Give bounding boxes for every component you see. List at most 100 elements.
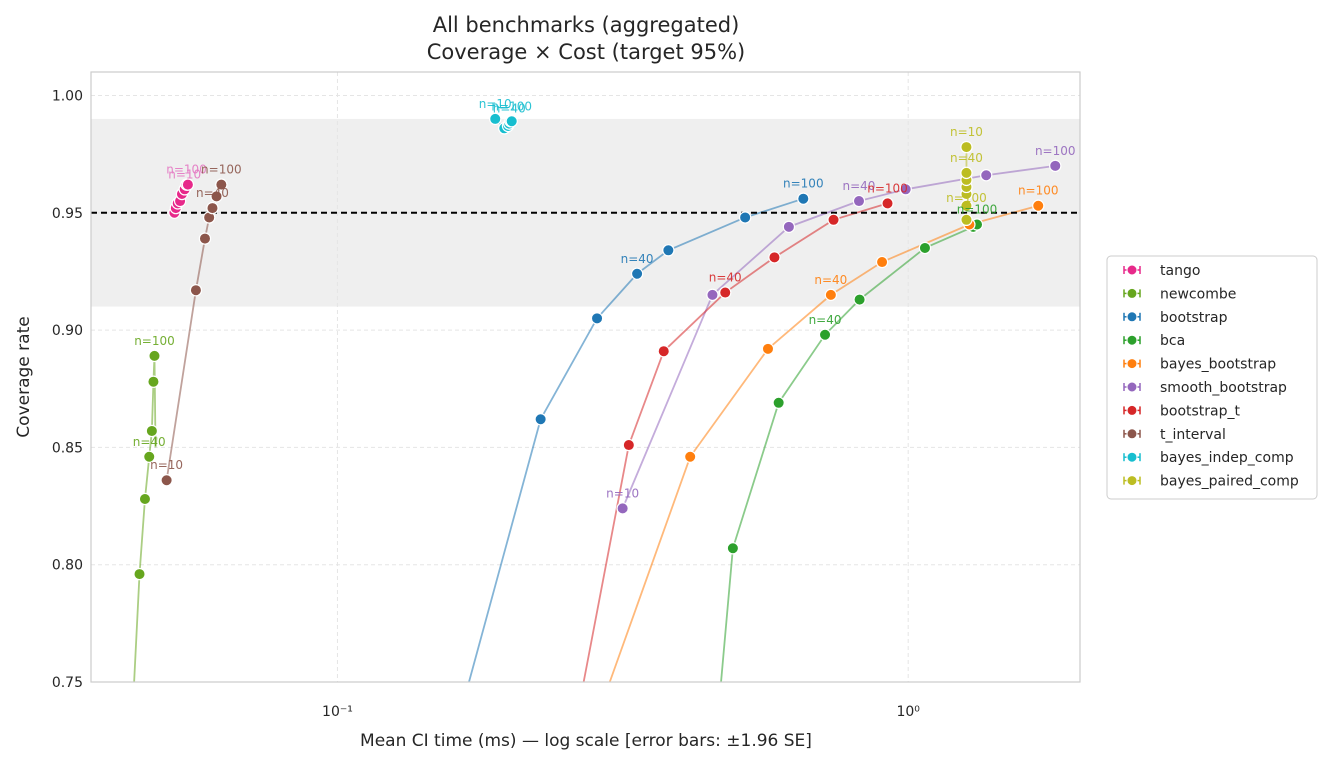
point-label-bca: n=40 [809, 313, 842, 327]
point-label-bayes_paired_comp: n=10 [950, 125, 983, 139]
data-point-bootstrap_t [719, 286, 732, 299]
legend-marker-tango [1126, 264, 1138, 276]
data-point-bayes_bootstrap [1032, 199, 1045, 212]
plot-frame [90, 71, 1081, 683]
data-point-bca [853, 293, 866, 306]
point-label-bayes_indep_comp: n=40 [493, 102, 526, 116]
point-label-bayes_indep_comp: n=10 [479, 97, 512, 111]
data-point-t_interval [198, 232, 212, 245]
legend-label-t_interval: t_interval [1160, 427, 1226, 443]
legend-marker-t_interval [1126, 428, 1138, 440]
y-tick-label: 0.75 [52, 675, 83, 691]
legend-marker-bootstrap [1126, 311, 1138, 323]
data-point-newcombe [138, 492, 152, 506]
data-point-newcombe [145, 424, 159, 438]
data-point-bayes_bootstrap [824, 288, 838, 302]
y-tick-label: 0.80 [52, 558, 83, 574]
x-axis-label: Mean CI time (ms) — log scale [error bar… [360, 731, 812, 751]
legend-marker-bootstrap_t [1126, 404, 1138, 416]
legend-marker-bca [1126, 334, 1138, 346]
data-point-smooth_bootstrap [706, 288, 719, 302]
data-point-smooth_bootstrap [899, 183, 912, 196]
point-label-t_interval: n=40 [196, 186, 229, 200]
data-point-bootstrap_t [827, 213, 840, 227]
point-label-smooth_bootstrap: n=100 [1035, 144, 1076, 158]
data-point-bca [726, 542, 740, 555]
point-label-bootstrap: n=40 [621, 252, 654, 266]
data-point-smooth_bootstrap [616, 502, 629, 515]
data-point-bootstrap_t [657, 344, 670, 358]
x-tick-label: 10⁰ [896, 704, 920, 720]
point-label-bootstrap: n=100 [783, 177, 824, 191]
data-point-bayes_indep_comp [489, 112, 502, 126]
point-label-bayes_indep_comp: n=100 [491, 99, 532, 113]
point-label-bayes_paired_comp: n=100 [946, 191, 987, 205]
data-point-bootstrap [662, 244, 675, 257]
data-point-bootstrap_t [768, 251, 781, 264]
axis-ticks: 0.75 0.80 0.85 0.90 0.95 1.00 10⁻¹ 10⁰ [52, 88, 920, 720]
y-tick-label: 0.95 [52, 206, 83, 222]
data-point-newcombe [133, 567, 146, 581]
point-annotations: n=10n=100n=40n=100n=40n=100n=40n=100n=40… [133, 97, 1076, 500]
legend-label-newcombe: newcombe [1160, 286, 1236, 302]
legend-label-tango: tango [1160, 263, 1200, 279]
point-label-tango: n=100 [166, 163, 207, 177]
chart-title-line-1: All benchmarks (aggregated) [433, 13, 740, 37]
y-tick-label: 0.85 [52, 440, 83, 456]
point-label-smooth_bootstrap: n=40 [843, 179, 876, 193]
data-point-bayes_bootstrap [683, 450, 697, 463]
legend-marker-bayes_paired_comp [1126, 475, 1138, 487]
chart-title-line-2: Coverage × Cost (target 95%) [427, 40, 746, 64]
data-point-smooth_bootstrap [1049, 159, 1062, 173]
series-points [133, 112, 1062, 581]
legend-marker-bayes_bootstrap [1126, 358, 1138, 370]
data-point-newcombe [148, 349, 161, 363]
legend-label-bootstrap: bootstrap [1160, 310, 1228, 326]
data-point-bayes_indep_comp [505, 115, 518, 128]
point-label-newcombe: n=100 [134, 334, 175, 348]
data-point-smooth_bootstrap [980, 169, 993, 182]
data-point-bootstrap [797, 192, 810, 205]
data-point-bootstrap [630, 267, 644, 280]
data-point-t_interval [215, 178, 228, 191]
data-point-tango [181, 178, 195, 191]
data-point-bayes_paired_comp [960, 166, 973, 180]
point-label-bayes_bootstrap: n=100 [1018, 184, 1059, 198]
data-point-t_interval [160, 474, 173, 487]
data-point-bca [818, 328, 832, 341]
point-label-t_interval: n=100 [201, 163, 242, 177]
point-label-tango: n=10 [168, 167, 201, 181]
legend-box [1106, 255, 1318, 500]
x-tick-label: 10⁻¹ [322, 704, 353, 720]
legend-label-bca: bca [1160, 333, 1185, 349]
legend-label-bayes_bootstrap: bayes_bootstrap [1160, 357, 1276, 373]
data-point-newcombe [147, 375, 160, 388]
data-point-bootstrap [590, 312, 604, 325]
point-label-bayes_paired_comp: n=40 [950, 151, 983, 165]
data-point-t_interval [210, 190, 223, 203]
data-point-bootstrap_t [881, 197, 894, 210]
data-point-smooth_bootstrap [782, 220, 796, 234]
point-label-smooth_bootstrap: n=10 [606, 486, 639, 500]
point-label-bayes_bootstrap: n=40 [814, 273, 847, 287]
data-point-smooth_bootstrap [852, 194, 866, 208]
legend-label-bayes_paired_comp: bayes_paired_comp [1160, 474, 1299, 490]
point-label-t_interval: n=10 [150, 458, 183, 472]
data-point-bca [772, 396, 785, 410]
y-tick-label: 0.90 [52, 323, 83, 339]
point-label-newcombe: n=40 [133, 435, 166, 449]
data-point-bca [918, 241, 932, 255]
data-point-t_interval [206, 201, 219, 215]
legend-marker-smooth_bootstrap [1126, 381, 1138, 393]
legend-marker-bayes_indep_comp [1126, 451, 1138, 463]
data-point-newcombe [143, 450, 156, 463]
y-axis-label: Coverage rate [14, 316, 34, 437]
plot-area: n=10n=100n=40n=100n=40n=100n=40n=100n=40… [91, 97, 1080, 682]
legend-label-smooth_bootstrap: smooth_bootstrap [1160, 380, 1287, 396]
legend-label-bayes_indep_comp: bayes_indep_comp [1160, 450, 1294, 466]
data-point-bootstrap_t [622, 438, 636, 452]
point-label-bootstrap_t: n=100 [867, 181, 908, 195]
series-line-bca [720, 223, 978, 682]
legend-marker-newcombe [1126, 287, 1138, 299]
